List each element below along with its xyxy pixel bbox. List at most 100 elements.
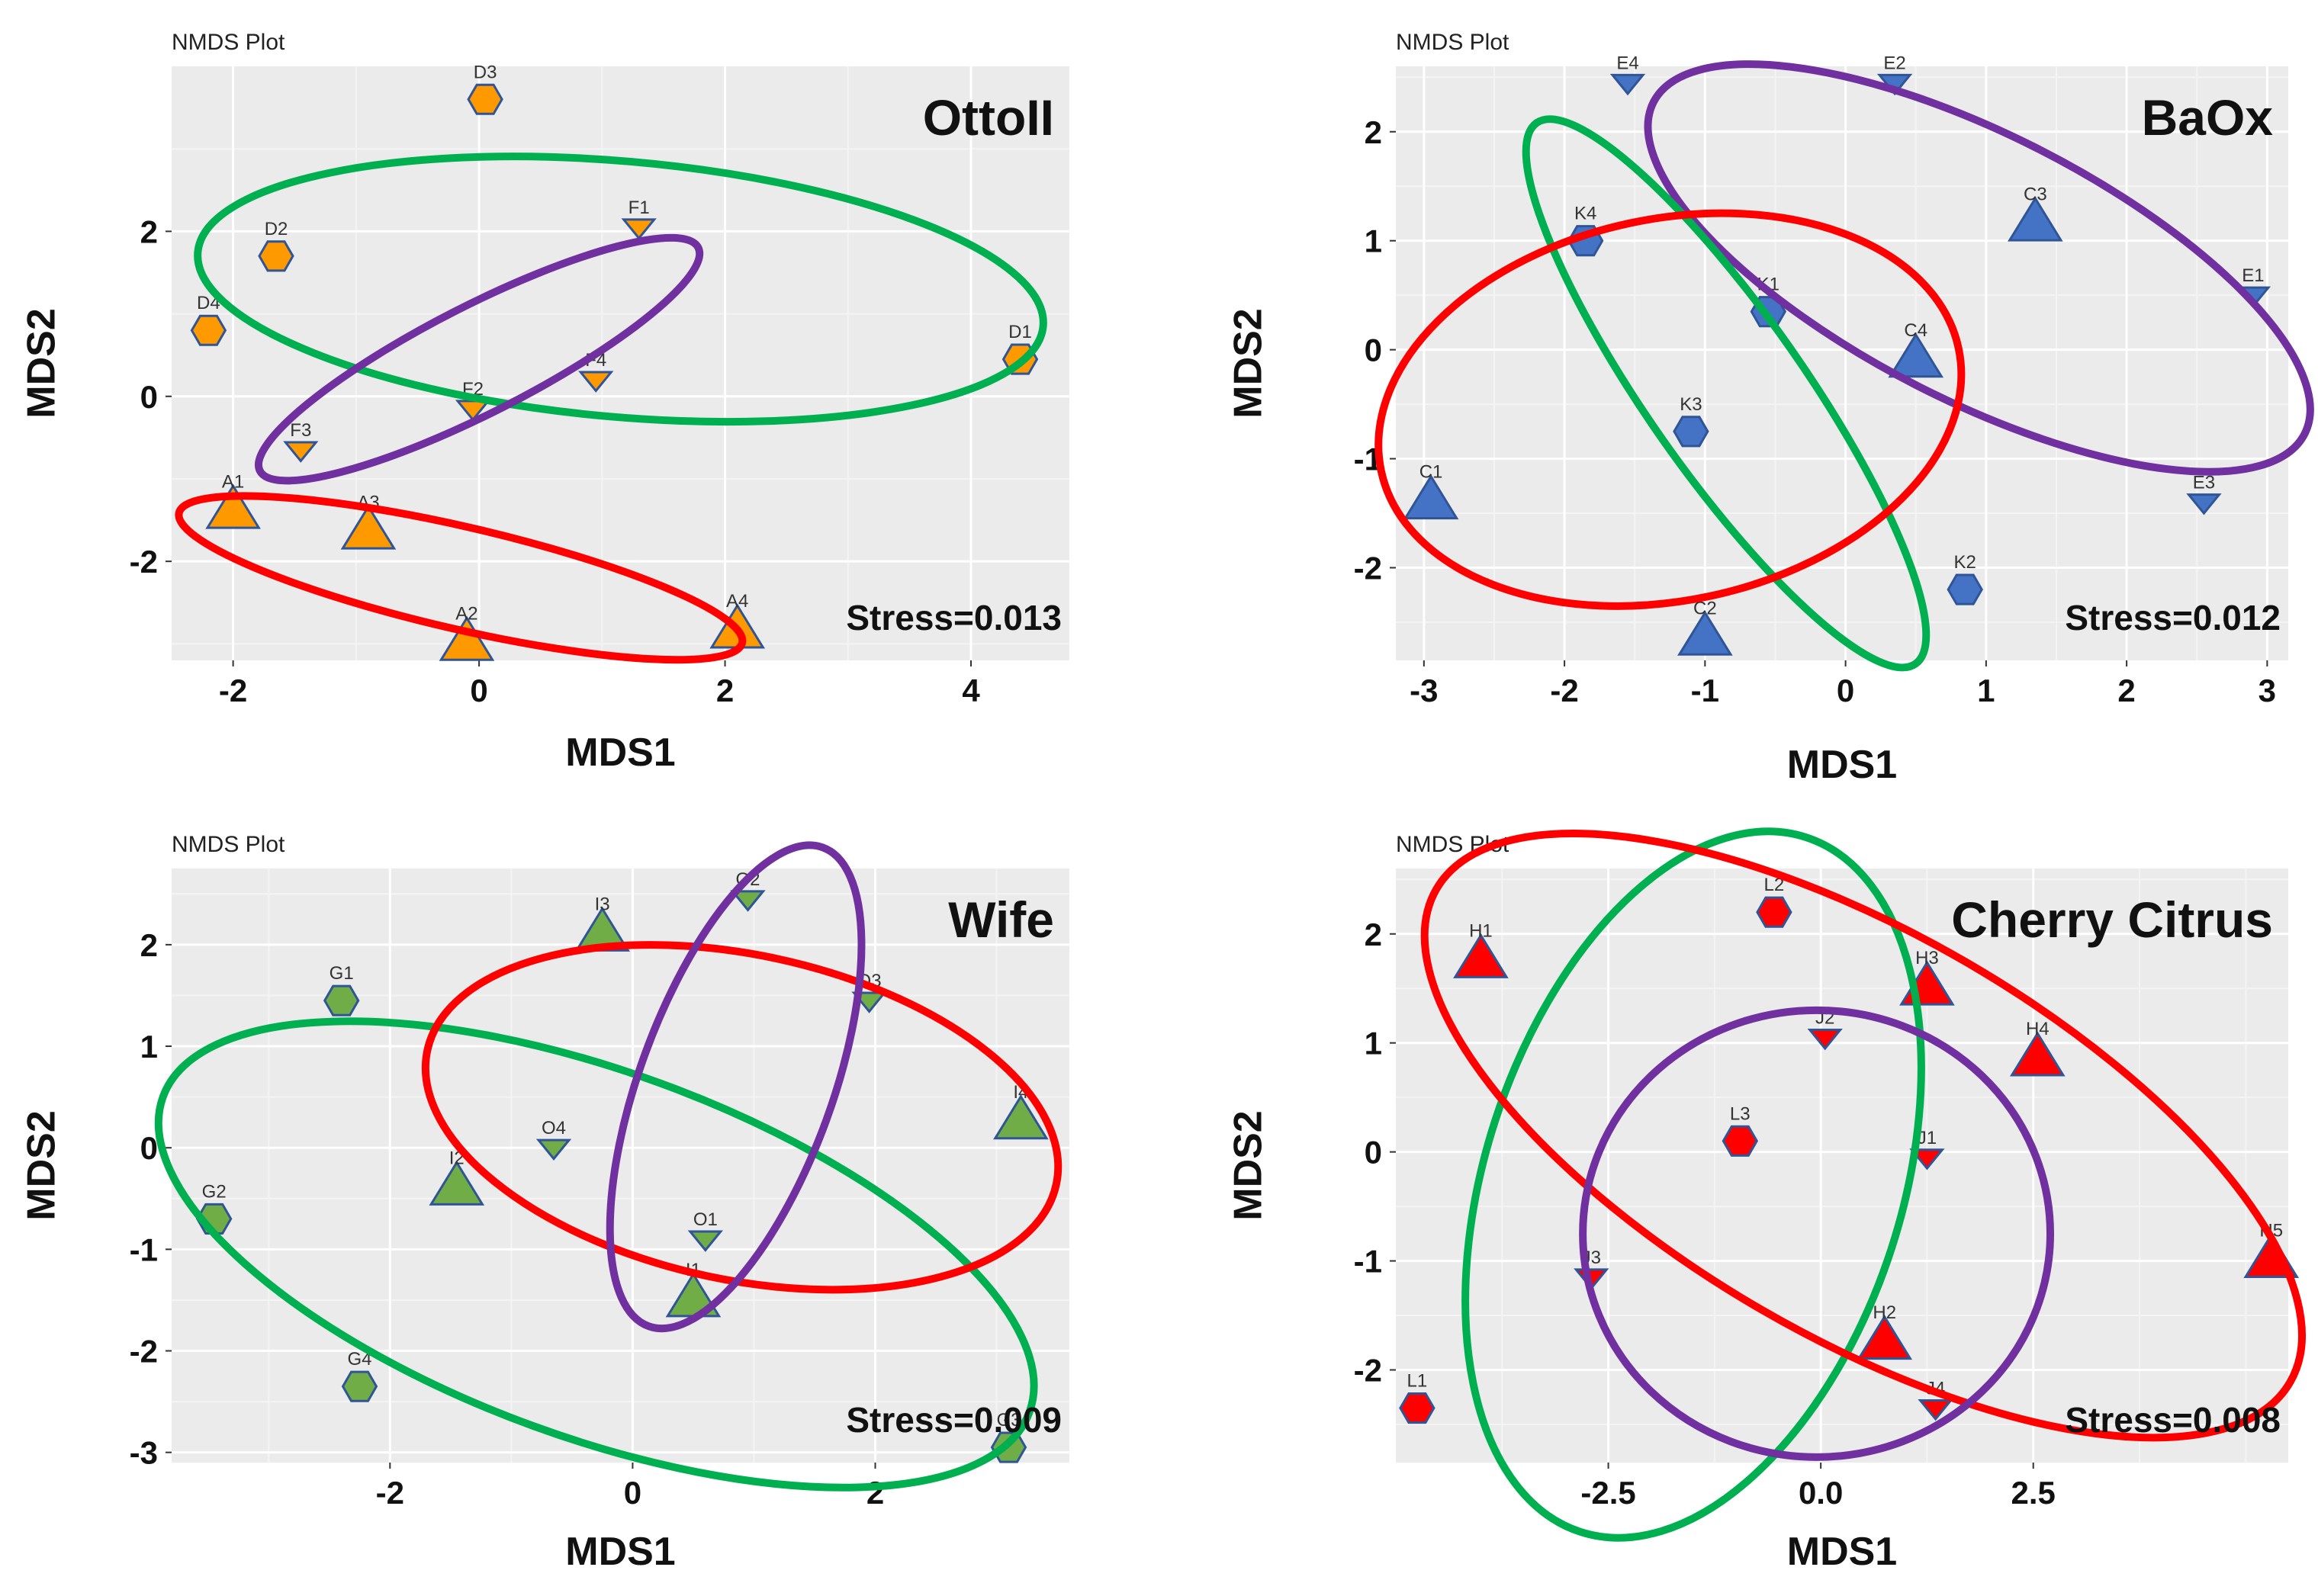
- point-label-K2: K2: [1954, 552, 1976, 573]
- point-J1: [1909, 1148, 1945, 1171]
- point-label-D1: D1: [1008, 322, 1032, 342]
- point-C1: [1403, 474, 1459, 520]
- point-O3: [851, 991, 887, 1013]
- point-F4: [578, 371, 614, 393]
- x-tick-label: -2.5: [1580, 1475, 1635, 1511]
- point-K2: [1947, 573, 1983, 605]
- ellipse-green: [194, 153, 1047, 426]
- ellipse-purple: [606, 841, 866, 1333]
- point-label-H1: H1: [1469, 920, 1493, 941]
- stress-label: Stress=0.013: [846, 598, 1062, 637]
- y-axis-label: MDS2: [1227, 308, 1271, 418]
- plot-background: [1396, 869, 2288, 1463]
- point-D3: [467, 83, 503, 115]
- y-tick-label: 0: [140, 1130, 158, 1166]
- point-F3: [283, 441, 319, 463]
- point-I4: [993, 1094, 1049, 1140]
- plot-background: [1396, 66, 2288, 660]
- y-tick-label: 0: [140, 379, 158, 415]
- x-tick-label: -1: [1691, 673, 1719, 708]
- x-tick-label: 0: [470, 673, 487, 708]
- point-label-A2: A2: [455, 603, 477, 624]
- point-L3: [1722, 1125, 1759, 1157]
- point-label-G1: G1: [330, 963, 354, 984]
- plot-label: NMDS Plot: [1396, 30, 1509, 55]
- ellipse-red: [1420, 830, 2306, 1442]
- x-tick-label: 4: [962, 673, 980, 708]
- y-tick-label: -2: [1354, 551, 1382, 586]
- ellipse-green: [1522, 115, 1931, 672]
- y-axis-label: MDS2: [1227, 1110, 1271, 1220]
- x-tick-label: 3: [2259, 673, 2276, 708]
- point-label-C1: C1: [1419, 462, 1443, 483]
- point-label-K3: K3: [1680, 394, 1702, 415]
- point-J2: [1807, 1028, 1843, 1051]
- point-L1: [1399, 1392, 1435, 1424]
- point-J4: [1918, 1399, 1953, 1421]
- stress-label: Stress=0.012: [2065, 598, 2281, 637]
- y-tick-label: 2: [140, 927, 158, 963]
- x-axis-label: MDS1: [1787, 743, 1897, 787]
- point-label-F1: F1: [629, 197, 650, 218]
- point-label-O4: O4: [542, 1118, 566, 1138]
- point-A3: [340, 504, 397, 550]
- y-tick-label: -2: [130, 1334, 158, 1370]
- y-tick-label: 1: [140, 1029, 158, 1065]
- plot-background: [172, 869, 1069, 1463]
- point-F1: [621, 218, 657, 240]
- point-label-H4: H4: [2026, 1019, 2050, 1039]
- point-label-H2: H2: [1873, 1302, 1896, 1323]
- point-label-C4: C4: [1904, 320, 1927, 341]
- point-L2: [1756, 896, 1792, 928]
- point-label-E3: E3: [2193, 473, 2215, 493]
- ellipse-purple: [254, 233, 704, 485]
- point-label-G2: G2: [202, 1181, 227, 1202]
- ellipse-purple: [1579, 1006, 2055, 1461]
- panel-title: OttoII: [923, 89, 1054, 146]
- point-H1: [1453, 933, 1509, 978]
- point-label-F3: F3: [290, 420, 311, 441]
- point-K3: [1673, 416, 1709, 448]
- x-tick-label: -2: [1550, 673, 1578, 708]
- point-H4: [2009, 1031, 2066, 1077]
- panel-title: Wife: [948, 891, 1054, 948]
- point-label-H3: H3: [1915, 948, 1939, 968]
- x-axis-label: MDS1: [1787, 1530, 1897, 1574]
- point-H2: [1857, 1314, 1913, 1360]
- y-tick-label: 0: [1365, 332, 1382, 368]
- point-A2: [439, 615, 495, 661]
- point-label-A4: A4: [726, 591, 748, 612]
- x-axis-label: MDS1: [565, 1530, 675, 1574]
- x-tick-label: 1: [1977, 673, 1995, 708]
- ellipse-red: [421, 941, 1063, 1294]
- x-tick-label: 0.0: [1799, 1475, 1843, 1511]
- point-label-L1: L1: [1407, 1371, 1428, 1392]
- point-label-G3: G3: [996, 1410, 1021, 1431]
- ellipse-green: [1461, 827, 1925, 1542]
- point-label-C3: C3: [2024, 184, 2047, 204]
- point-label-L3: L3: [1730, 1103, 1751, 1124]
- y-tick-label: -3: [130, 1435, 158, 1471]
- ellipse-purple: [1644, 60, 2314, 476]
- plot-label: NMDS Plot: [172, 832, 285, 857]
- point-A1: [205, 483, 261, 529]
- stress-label: Stress=0.009: [846, 1400, 1062, 1440]
- point-E3: [2186, 493, 2222, 515]
- x-tick-label: 2: [866, 1475, 884, 1511]
- point-O4: [535, 1138, 572, 1161]
- ellipse-green: [154, 1017, 1038, 1492]
- point-C2: [1677, 610, 1733, 656]
- point-label-E1: E1: [2242, 265, 2264, 286]
- x-tick-label: -2: [376, 1475, 404, 1511]
- point-label-E2: E2: [1883, 53, 1905, 73]
- point-I2: [429, 1160, 485, 1206]
- point-E4: [1609, 73, 1646, 96]
- ellipse-red: [1374, 209, 1966, 610]
- x-tick-label: 2: [716, 673, 734, 708]
- x-tick-label: -3: [1410, 673, 1438, 708]
